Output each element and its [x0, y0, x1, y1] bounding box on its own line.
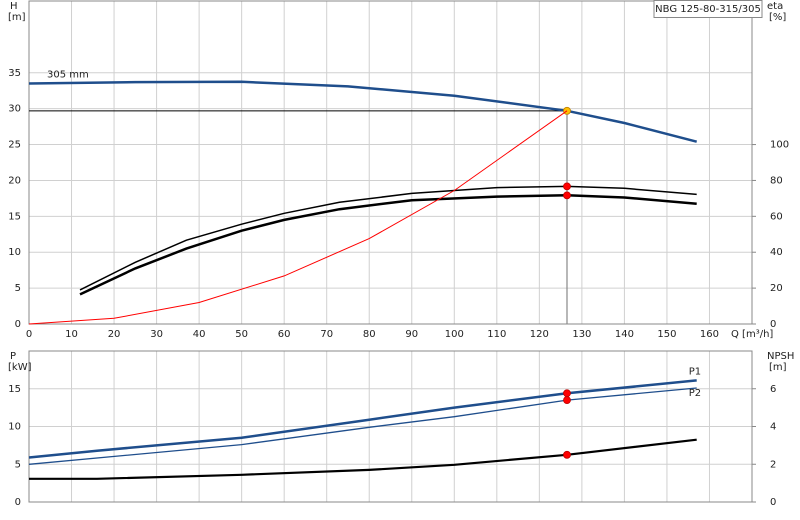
duty-marker	[563, 396, 571, 404]
x-tick-label: 110	[487, 329, 506, 340]
y-tick-label: 20	[8, 175, 21, 186]
y2-tick-label: 80	[770, 175, 783, 186]
curve	[79, 185, 697, 291]
x-tick-label: 40	[193, 329, 206, 340]
y-tick-label: 0	[15, 319, 21, 330]
y-tick-label: 30	[8, 104, 21, 115]
curve-label: P2	[689, 388, 701, 399]
curve	[28, 110, 568, 325]
duty-marker	[563, 450, 571, 459]
x-tick-label: 150	[657, 329, 676, 340]
x-tick-label: 10	[65, 329, 78, 340]
curve	[28, 80, 698, 143]
y-tick-label: 0	[15, 497, 21, 508]
y2-tick-label: 100	[770, 140, 789, 151]
x-axis-title: Q [m³/h]	[731, 329, 773, 340]
curve-label: P1	[689, 366, 701, 377]
y2-tick-label: 0	[770, 497, 776, 508]
y-tick-label: 35	[8, 68, 21, 79]
y-axis-title: H	[10, 1, 18, 12]
y2-tick-label: 60	[770, 211, 783, 222]
y2-axis-title: NPSH	[767, 351, 794, 362]
y2-tick-label: 4	[770, 422, 776, 433]
curve	[29, 438, 697, 480]
duty-marker	[563, 182, 571, 191]
y2-tick-label: 2	[770, 459, 776, 470]
title-box	[653, 0, 763, 18]
curve-label: 305 mm	[47, 70, 89, 81]
y-tick-label: 15	[8, 384, 21, 395]
duty-marker	[563, 389, 571, 398]
y2-axis-title: eta	[767, 1, 783, 12]
x-tick-label: 90	[405, 329, 418, 340]
chart-title: NBG 125-80-315/305	[655, 4, 761, 15]
x-tick-label: 80	[363, 329, 376, 340]
y2-tick-label: 0	[770, 319, 776, 330]
curve	[28, 379, 697, 459]
x-tick-label: 30	[150, 329, 163, 340]
y-tick-label: 5	[15, 459, 21, 470]
x-tick-label: 130	[572, 329, 591, 340]
y-tick-label: 10	[8, 422, 21, 433]
x-tick-label: 70	[320, 329, 333, 340]
y2-tick-label: 6	[770, 384, 776, 395]
curve	[79, 194, 697, 296]
y2-tick-label: 40	[770, 247, 783, 258]
x-tick-label: 60	[278, 329, 291, 340]
y-tick-label: 15	[8, 211, 21, 222]
x-tick-label: 160	[700, 329, 719, 340]
y-axis-unit: [kW]	[8, 362, 32, 373]
y-tick-label: 5	[15, 283, 21, 294]
x-tick-label: 50	[235, 329, 248, 340]
y-tick-label: 25	[8, 140, 21, 151]
plot-frame	[28, 350, 753, 503]
plot-frame	[28, 0, 753, 325]
y-tick-label: 10	[8, 247, 21, 258]
x-tick-label: 20	[108, 329, 121, 340]
y-axis-unit: [m]	[8, 12, 26, 23]
y2-tick-label: 20	[770, 283, 783, 294]
y2-axis-unit: [m]	[769, 362, 787, 373]
x-tick-label: 100	[445, 329, 464, 340]
x-tick-label: 140	[615, 329, 634, 340]
duty-marker	[563, 191, 571, 200]
y2-axis-unit: [%]	[769, 12, 786, 23]
curve	[28, 387, 697, 465]
x-tick-label: 0	[26, 329, 32, 340]
x-tick-label: 120	[530, 329, 549, 340]
y-axis-title: P	[10, 351, 16, 362]
